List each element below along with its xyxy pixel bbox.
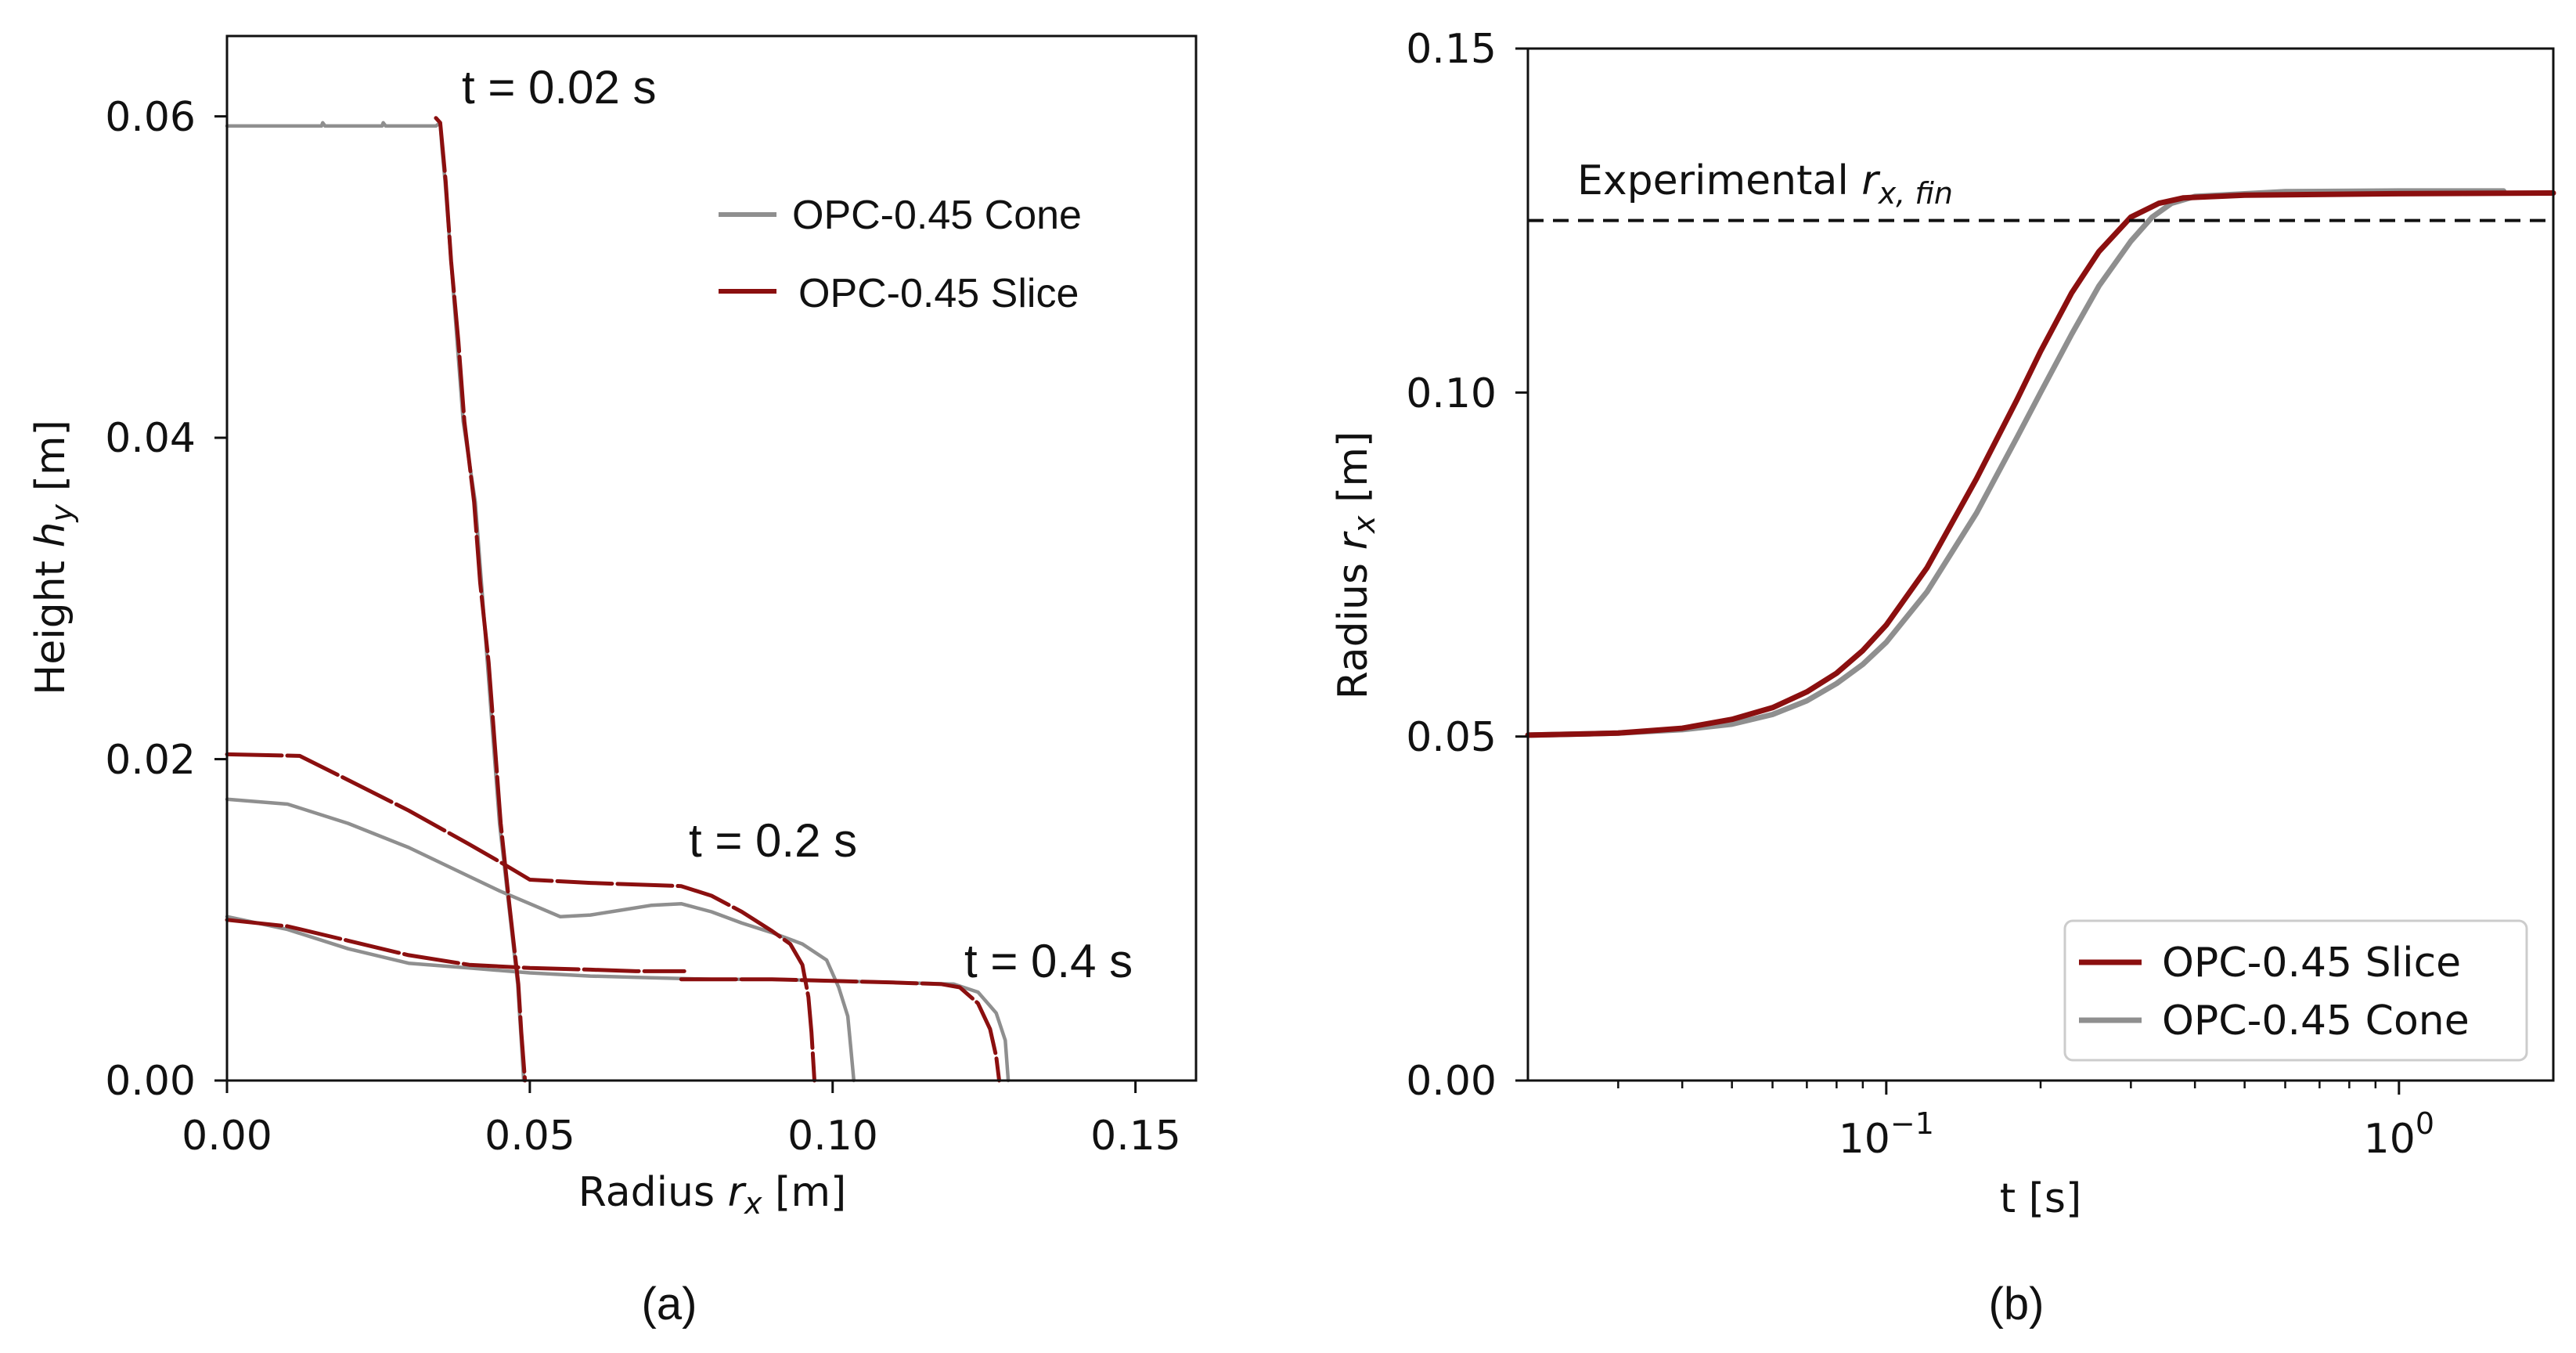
legend-b-slice-label: OPC-0.45 Slice: [2162, 940, 2461, 987]
panel-a-series: [225, 116, 1011, 1083]
annotation-t-0.2: t = 0.2 s: [689, 814, 857, 867]
panel-b-series: [1525, 188, 2556, 738]
annotation-t-0.02: t = 0.02 s: [462, 61, 657, 114]
series-line-slice-0.02-s: [434, 116, 528, 1083]
b-xlabel: t [s]: [2000, 1175, 2082, 1222]
panel-b-frame: [1526, 47, 2555, 1082]
panel-b-ticks: [1515, 47, 2401, 1095]
b-ylabel: Radius rx [m]: [1330, 431, 1382, 700]
panel-a-label: (a): [642, 1279, 697, 1330]
b-xtick-label-1: 100: [2364, 1106, 2434, 1163]
a-ytick-label-0: 0.00: [105, 1058, 196, 1105]
a-xlabel: Radius rx [m]: [578, 1169, 847, 1221]
b-ytick-label-3: 0.15: [1406, 26, 1497, 73]
b-xtick-label-0: 10−1: [1839, 1106, 1934, 1163]
b-ytick-label-2: 0.10: [1406, 370, 1497, 417]
series-line-slice-0.2-s: [225, 752, 816, 1083]
a-ytick-label-3: 0.06: [105, 94, 196, 141]
a-ytick-label-1: 0.02: [105, 737, 196, 784]
series-line-b-slice: [1525, 190, 2556, 738]
panel-a-ticks: [214, 115, 1137, 1093]
experimental-label: Experimental rx, fin: [1577, 157, 1953, 211]
series-line-slice-0.4-s-front-: [679, 977, 1001, 1083]
panel-b-legend: OPC-0.45 Slice OPC-0.45 Cone: [2063, 919, 2528, 1062]
a-xtick-label-2: 0.10: [787, 1113, 878, 1160]
a-xtick-label-3: 0.15: [1090, 1113, 1181, 1160]
panel-a: 0.00 0.05 0.10 0.15 0.00 0.02 0.04 0.06 …: [27, 34, 1198, 1330]
a-ytick-label-2: 0.04: [105, 415, 196, 462]
legend-b-cone-label: OPC-0.45 Cone: [2162, 998, 2470, 1045]
legend-a-slice-label: OPC-0.45 Slice: [798, 271, 1079, 316]
a-ylabel: Height hy [m]: [27, 420, 79, 695]
legend-b-box: [2063, 919, 2528, 1062]
series-line-slice-0.4-s: [225, 918, 686, 973]
a-xtick-label-1: 0.05: [485, 1113, 575, 1160]
b-ytick-label-1: 0.05: [1406, 714, 1497, 761]
b-ytick-label-0: 0.00: [1406, 1058, 1497, 1105]
panel-a-frame: [225, 34, 1198, 1082]
a-xtick-label-0: 0.00: [182, 1113, 272, 1160]
panel-b-label: (b): [1989, 1279, 2045, 1330]
panel-b: Experimental rx, fin 0.00 0.05 0.10 0.15…: [1330, 26, 2556, 1330]
series-line-cone-0.2-s: [225, 797, 856, 1083]
legend-a-cone-label: OPC-0.45 Cone: [792, 193, 1082, 238]
annotation-t-0.4: t = 0.4 s: [964, 935, 1133, 987]
panel-a-legend: OPC-0.45 Cone OPC-0.45 Slice: [719, 193, 1082, 316]
